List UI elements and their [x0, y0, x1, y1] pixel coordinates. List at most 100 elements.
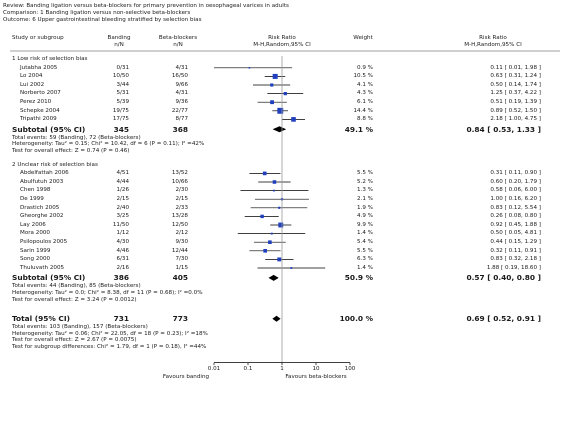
- col-risk-ratio-2: Risk Ratio: [479, 35, 507, 41]
- effect-square: [260, 214, 264, 219]
- subtotal-risk-ratio: 0.84 [ 0.53, 1.33 ]: [466, 124, 541, 134]
- banding-events: 3/44: [116, 81, 129, 88]
- col-study: Study or subgroup: [12, 35, 64, 41]
- outcome-title: Outcome: 6 Upper gastrointestinal bleedi…: [3, 17, 202, 23]
- betablocker-events: 2/30: [175, 187, 188, 194]
- study-name: Lui 2002: [20, 81, 45, 88]
- total-note: Total events: 103 (Banding), 157 (Beta-b…: [12, 324, 148, 331]
- study-weight: 9.9 %: [357, 221, 373, 228]
- total-betablockers: 773: [172, 314, 188, 324]
- risk-ratio-text: 0.32 [ 0.11, 0.91 ]: [490, 247, 541, 254]
- risk-ratio-text: 0.83 [ 0.32, 2.18 ]: [490, 256, 541, 263]
- banding-events: 10/50: [112, 73, 129, 80]
- total-banding: 731: [113, 314, 129, 324]
- study-weight: 14.4 %: [353, 107, 373, 114]
- betablocker-events: 12/44: [171, 247, 188, 254]
- risk-ratio-text: 0.58 [ 0.06, 6.00 ]: [490, 187, 541, 194]
- effect-square: [248, 67, 251, 69]
- banding-events: 0/31: [116, 64, 129, 71]
- banding-events: 2/40: [116, 204, 129, 211]
- banding-events: 5/31: [116, 90, 129, 97]
- effect-square: [277, 257, 282, 262]
- total-diamond: [272, 315, 281, 322]
- subgroup-note: Test for overall effect: Z = 0.74 (P = 0…: [12, 148, 130, 154]
- total-note: Test for overall effect: Z = 2.67 (P = 0…: [12, 337, 137, 344]
- total-note: Test for subgroup differences: Chi² = 1.…: [12, 344, 207, 350]
- banding-events: 17/75: [112, 116, 129, 123]
- effect-square: [273, 189, 275, 192]
- subtotal-label: Subtotal (95% CI): [12, 124, 86, 134]
- x-tick-label: 0.01: [207, 366, 221, 373]
- betablocker-events: 22/77: [171, 107, 188, 114]
- betablocker-events: 8/77: [175, 116, 188, 123]
- banding-events: 6/31: [116, 256, 129, 263]
- study-weight: 4.1 %: [357, 81, 373, 88]
- favours-betablockers-label: Favours beta-blockers: [285, 373, 347, 380]
- betablocker-events: 9/36: [175, 99, 188, 105]
- study-weight: 5.2 %: [357, 178, 373, 185]
- risk-ratio-text: 1.00 [ 0.16, 6.20 ]: [490, 196, 541, 202]
- risk-ratio-text: 0.31 [ 0.11, 0.90 ]: [490, 170, 541, 177]
- betablocker-events: 12/50: [171, 221, 188, 228]
- subtotal-risk-ratio: 0.57 [ 0.40, 0.80 ]: [466, 273, 541, 283]
- banding-events: 5/39: [116, 99, 129, 105]
- subgroup-note: Heterogeneity: Tau² = 0.15; Chi² = 10.42…: [12, 141, 205, 148]
- subtotal-weight: 50.9 %: [344, 273, 373, 283]
- x-tick-label: 100: [344, 366, 356, 373]
- risk-ratio-text: 0.26 [ 0.08, 0.80 ]: [490, 213, 541, 220]
- effect-square: [277, 107, 284, 114]
- effect-square: [268, 240, 272, 245]
- study-name: Song 2000: [20, 256, 51, 263]
- comparison-title: Comparison: 1 Banding ligation versus no…: [3, 10, 191, 16]
- study-weight: 5.5 %: [357, 247, 373, 254]
- betablocker-events: 4/31: [175, 90, 188, 97]
- total-label: Total (95% CI): [12, 314, 70, 324]
- subgroup-note: Heterogeneity: Tau² = 0.0; Chi² = 8.38, …: [12, 290, 203, 296]
- betablocker-events: 16/50: [171, 73, 188, 80]
- risk-ratio-text: 0.60 [ 0.20, 1.79 ]: [490, 178, 541, 185]
- subgroup-note: Total events: 44 (Banding), 85 (Beta-blo…: [12, 283, 141, 290]
- subtotal-betablockers: 405: [172, 273, 188, 283]
- banding-events: 4/30: [116, 239, 129, 245]
- effect-square: [278, 222, 284, 228]
- col-banding: Banding: [107, 35, 131, 41]
- subtotal-betablockers: 368: [172, 124, 188, 134]
- betablocker-events: 9/66: [175, 81, 188, 88]
- risk-ratio-text: 0.50 [ 0.14, 1.74 ]: [490, 81, 541, 88]
- study-name: Perez 2010: [20, 99, 52, 105]
- risk-ratio-text: 0.51 [ 0.19, 1.39 ]: [490, 99, 541, 105]
- risk-ratio-text: 0.83 [ 0.12, 5.54 ]: [490, 204, 541, 211]
- study-weight: 5.5 %: [357, 170, 373, 177]
- study-name: Norberto 2007: [20, 90, 61, 97]
- study-name: Schepke 2004: [20, 107, 60, 114]
- betablocker-events: 4/31: [175, 64, 188, 71]
- banding-events: 4/51: [116, 170, 129, 177]
- study-weight: 1.3 %: [357, 187, 373, 194]
- banding-events: 3/25: [116, 213, 129, 220]
- study-weight: 1.4 %: [357, 264, 373, 271]
- effect-square: [272, 73, 278, 79]
- study-weight: 10.5 %: [353, 73, 373, 80]
- banding-events: 4/46: [116, 247, 129, 254]
- col-weight: Weight: [353, 35, 373, 41]
- banding-events: 19/75: [112, 107, 129, 114]
- effect-square: [263, 248, 267, 253]
- subtotal-diamond: [272, 126, 287, 133]
- study-weight: 8.8 %: [357, 116, 373, 123]
- effect-square: [278, 206, 281, 209]
- betablocker-events: 2/12: [175, 230, 188, 237]
- review-title: Review: Banding ligation versus beta-blo…: [3, 3, 289, 9]
- banding-events: 1/26: [116, 187, 129, 194]
- study-name: Thuluvath 2005: [20, 264, 65, 271]
- x-tick-label: 0.1: [243, 366, 253, 373]
- banding-events: 2/16: [116, 264, 129, 271]
- banding-events: 4/44: [116, 178, 129, 185]
- risk-ratio-text: 0.11 [ 0.01, 1.98 ]: [490, 64, 541, 71]
- risk-ratio-text: 1.88 [ 0.19, 18.60 ]: [486, 264, 541, 271]
- subgroup-note: Total events: 59 (Banding), 72 (Beta-blo…: [12, 134, 141, 141]
- banding-events: 11/50: [112, 221, 129, 228]
- effect-square: [290, 267, 293, 269]
- risk-ratio-text: 0.92 [ 0.45, 1.88 ]: [490, 221, 541, 228]
- study-name: Chen 1998: [20, 187, 51, 194]
